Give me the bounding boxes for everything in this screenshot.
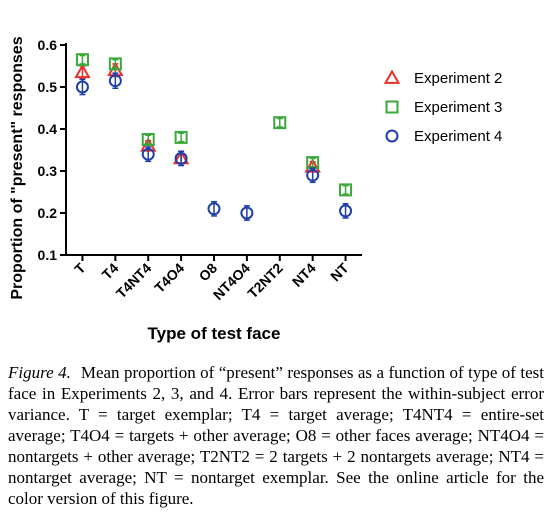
data-point-square	[75, 53, 89, 67]
data-point-square	[141, 133, 155, 146]
y-tick-label: 0.4	[38, 121, 58, 137]
figure-caption: Figure 4. Mean proportion of “present” re…	[8, 362, 544, 509]
data-point-circle	[207, 202, 221, 216]
data-point-square	[339, 183, 353, 197]
x-tick-label: NT4	[289, 260, 319, 290]
data-point-square	[174, 130, 188, 144]
data-point-circle	[141, 147, 155, 161]
legend-label: Experiment 2	[414, 70, 502, 87]
y-tick-label: 0.5	[38, 79, 58, 95]
y-tick-label: 0.2	[38, 205, 58, 221]
y-tick-label: 0.1	[38, 247, 58, 263]
legend-marker-square	[385, 100, 399, 114]
data-point-square	[108, 57, 122, 71]
legend-marker-circle	[385, 129, 399, 143]
x-tick-label: T4NT4	[113, 260, 155, 302]
x-axis-title: Type of test face	[148, 324, 281, 343]
data-point-circle	[108, 74, 122, 88]
x-tick-label: T4O4	[151, 260, 187, 296]
legend-marker-triangle	[383, 69, 401, 84]
y-tick-label: 0.3	[38, 163, 58, 179]
x-tick-label: T2NT2	[244, 260, 286, 302]
y-axis-title: Proportion of "present" responses	[9, 36, 26, 299]
data-point-circle	[306, 168, 320, 182]
data-point-circle	[240, 206, 254, 220]
data-point-triangle	[74, 63, 91, 79]
data-point-circle	[75, 80, 89, 94]
x-tick-label: O8	[196, 260, 221, 285]
legend-label: Experiment 3	[414, 99, 502, 116]
data-point-square	[273, 116, 287, 130]
legend-label: Experiment 4	[414, 128, 502, 145]
x-tick-label: NT	[327, 259, 352, 284]
caption-label: Figure 4.	[8, 363, 71, 382]
x-tick-label: T	[71, 259, 89, 277]
x-tick-label: NT4O4	[210, 260, 253, 303]
y-tick-label: 0.6	[38, 37, 58, 53]
data-point-circle	[174, 151, 188, 165]
caption-text: Mean proportion of “present” responses a…	[8, 363, 545, 508]
x-tick-label: T4	[99, 260, 122, 283]
data-point-circle	[339, 204, 353, 218]
